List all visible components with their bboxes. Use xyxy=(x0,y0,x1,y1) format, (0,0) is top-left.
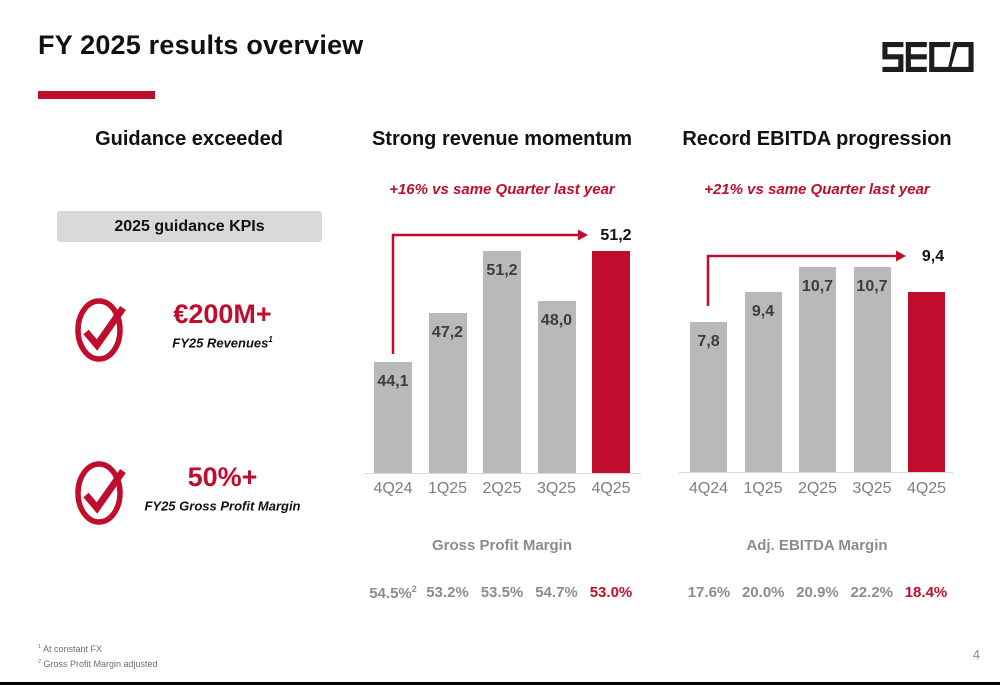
x-axis-label: 3Q25 xyxy=(536,480,577,497)
x-axis-label: 4Q25 xyxy=(906,480,947,497)
margin-value: 53.2% xyxy=(426,584,469,601)
kpi-item-gross-margin: 50%+ FY25 Gross Profit Margin xyxy=(75,457,325,532)
margin-value: 53.0% xyxy=(589,584,633,601)
gross-profit-margin-heading: Gross Profit Margin xyxy=(431,537,573,554)
page-title: FY 2025 results overview xyxy=(38,30,364,60)
checkmark-icon xyxy=(75,298,126,362)
margin-value: 17.6% xyxy=(687,584,731,601)
kpi-text-revenues: €200M+ FY25 Revenues1 xyxy=(140,294,305,350)
bar-4Q25 xyxy=(592,251,630,473)
footnote: 2 Gross Profit Margin adjusted xyxy=(38,659,158,669)
bar-value-label: 48,0 xyxy=(540,312,573,329)
x-axis-label: 2Q25 xyxy=(482,480,522,497)
revenue-bar-chart: 44,1 47,2 51,2 48,0 xyxy=(374,238,630,473)
bar-1Q25: 9,4 xyxy=(744,292,782,472)
bar-2Q25: 10,7 xyxy=(799,267,836,472)
seco-logo xyxy=(882,42,974,72)
x-axis-label: 1Q25 xyxy=(427,480,468,497)
bar-value-label: 7,8 xyxy=(697,333,720,350)
margin-value: 54.5%2 xyxy=(369,584,417,602)
bar-1Q25: 47,2 xyxy=(428,313,467,473)
growth-arrow-icon xyxy=(706,250,906,306)
x-axis-label: 4Q24 xyxy=(373,480,413,497)
kpi-box-label: 2025 guidance KPIs xyxy=(114,217,265,235)
margin-value: 18.4% xyxy=(904,584,948,601)
x-axis-label: 4Q24 xyxy=(688,480,729,497)
gross-profit-margin-values: 54.5%2 53.2% 53.5% 54.7% 53.0% xyxy=(369,584,634,602)
x-axis-label: 1Q25 xyxy=(743,480,783,497)
bar-value-label: 51,2 xyxy=(486,262,518,279)
ebitda-chart-baseline xyxy=(679,472,953,473)
revenue-x-axis: 4Q24 1Q25 2Q25 3Q25 4Q25 xyxy=(373,480,631,498)
kpi-box-2025-guidance: 2025 guidance KPIs xyxy=(57,211,322,242)
kpi-value-gross-margin: 50%+ xyxy=(187,462,258,492)
margin-value: 53.5% xyxy=(480,584,524,601)
bar-3Q25: 10,7 xyxy=(853,267,891,472)
margin-value: 54.7% xyxy=(535,584,578,601)
revenue-highlight-value: 51,2 xyxy=(600,227,632,244)
seco-wordmark-icon xyxy=(882,42,974,72)
bar-4Q24: 44,1 xyxy=(374,362,412,473)
x-axis-label: 4Q25 xyxy=(591,480,631,497)
slide-bottom-border xyxy=(0,682,1000,685)
bar-value-label: 47,2 xyxy=(431,324,464,341)
x-axis-label: 3Q25 xyxy=(852,480,892,497)
kpi-text-gross-margin: 50%+ FY25 Gross Profit Margin xyxy=(140,457,305,513)
revenue-chart-baseline xyxy=(364,473,641,474)
adj-ebitda-margin-values: 17.6% 20.0% 20.9% 22.2% 18.4% xyxy=(686,584,949,601)
kpi-value-revenues: €200M+ xyxy=(173,299,272,329)
margin-value: 22.2% xyxy=(850,584,894,601)
bar-4Q24: 7,8 xyxy=(690,322,727,472)
bar-value-label: 44,1 xyxy=(377,373,409,390)
bar-value-label: 10,7 xyxy=(801,278,834,295)
bar-value-label: 10,7 xyxy=(856,278,888,295)
revenue-growth-annotation: +16% vs same Quarter last year xyxy=(389,181,615,198)
margin-value: 20.9% xyxy=(796,584,839,601)
bar-3Q25: 48,0 xyxy=(537,301,576,473)
checkmark-icon xyxy=(75,461,126,525)
panel-heading-ebitda: Record EBITDA progression xyxy=(682,128,952,150)
kpi-item-revenues: €200M+ FY25 Revenues1 xyxy=(75,294,325,369)
growth-arrow-icon xyxy=(391,229,588,354)
ebitda-growth-annotation: +21% vs same Quarter last year xyxy=(704,181,930,198)
ebitda-x-axis: 4Q24 1Q25 2Q25 3Q25 4Q25 xyxy=(688,480,947,498)
footnotes: 1 At constant FX 2 Gross Profit Margin ad… xyxy=(38,641,158,671)
kpi-label-gross-margin: FY25 Gross Profit Margin xyxy=(144,498,301,514)
footnote: 1 At constant FX xyxy=(38,644,103,654)
panel-heading-revenue: Strong revenue momentum xyxy=(371,128,633,150)
x-axis-label: 2Q25 xyxy=(797,480,838,497)
ebitda-bar-chart: 7,8 9,4 10,7 10,7 xyxy=(690,257,945,472)
margin-value: 20.0% xyxy=(741,584,785,601)
bar-value-label: 9,4 xyxy=(751,303,775,320)
panel-heading-guidance: Guidance exceeded xyxy=(95,128,283,150)
page-number: 4 xyxy=(972,647,980,662)
bar-2Q25: 51,2 xyxy=(483,251,521,473)
title-underline-bar xyxy=(38,91,155,99)
kpi-label-revenues: FY25 Revenues1 xyxy=(172,335,273,351)
bar-4Q25 xyxy=(908,292,945,472)
ebitda-highlight-value: 9,4 xyxy=(921,248,945,265)
adj-ebitda-margin-heading: Adj. EBITDA Margin xyxy=(746,537,888,554)
